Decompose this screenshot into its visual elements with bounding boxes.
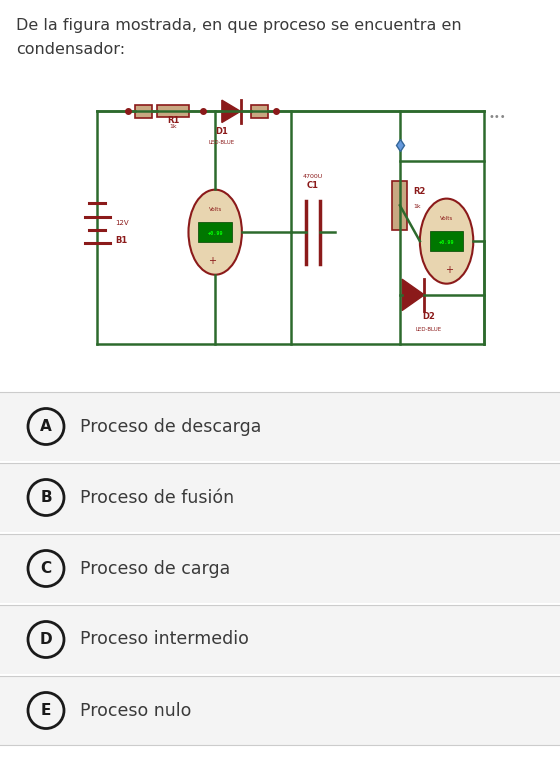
Text: Proceso de fusión: Proceso de fusión: [80, 489, 234, 506]
Text: 12V: 12V: [115, 220, 129, 226]
Text: C: C: [40, 561, 52, 576]
Text: Proceso de descarga: Proceso de descarga: [80, 418, 262, 436]
Text: R2: R2: [413, 187, 426, 196]
Text: Proceso de carga: Proceso de carga: [80, 559, 230, 577]
Text: B: B: [40, 490, 52, 505]
Ellipse shape: [420, 198, 473, 284]
Text: +: +: [445, 265, 453, 275]
Bar: [0, 676, 560, 745]
Text: A: A: [40, 419, 52, 434]
Text: +0.99: +0.99: [439, 240, 454, 244]
Bar: [0, 534, 560, 603]
Bar: [135, 105, 152, 117]
Text: De la figura mostrada, en que proceso se encuentra en: De la figura mostrada, en que proceso se…: [16, 18, 461, 33]
Text: •••: •••: [489, 112, 507, 122]
Text: D1: D1: [216, 127, 228, 135]
Bar: [251, 105, 268, 117]
Bar: [430, 231, 464, 251]
Bar: [0, 463, 560, 532]
Text: D2: D2: [422, 313, 435, 321]
Text: D: D: [40, 632, 52, 647]
Bar: [0, 392, 560, 461]
Text: +0.99: +0.99: [207, 230, 223, 236]
Text: condensador:: condensador:: [16, 42, 125, 57]
Text: Proceso intermedio: Proceso intermedio: [80, 630, 249, 649]
Polygon shape: [222, 100, 241, 122]
Text: B1: B1: [115, 237, 127, 245]
Bar: [393, 180, 408, 230]
Ellipse shape: [189, 190, 242, 275]
Text: Volts: Volts: [440, 216, 453, 221]
Text: R1: R1: [167, 115, 180, 124]
Text: 4700U: 4700U: [303, 174, 323, 180]
Bar: [198, 223, 232, 242]
Text: 1k: 1k: [170, 124, 177, 129]
Text: LED-BLUE: LED-BLUE: [209, 139, 235, 145]
Bar: [157, 105, 189, 117]
Text: LED-BLUE: LED-BLUE: [416, 327, 442, 331]
Text: C1: C1: [307, 181, 319, 191]
Text: +: +: [208, 257, 216, 266]
Bar: [0, 605, 560, 674]
Text: E: E: [41, 703, 51, 718]
Polygon shape: [402, 279, 424, 310]
Text: 1k: 1k: [413, 204, 421, 209]
Text: Proceso nulo: Proceso nulo: [80, 702, 192, 720]
Text: Volts: Volts: [208, 207, 222, 212]
